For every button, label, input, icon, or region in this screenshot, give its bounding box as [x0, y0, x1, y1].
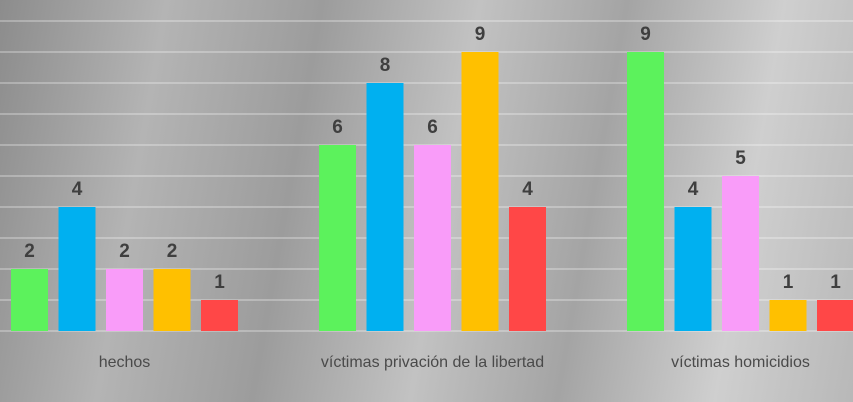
bar [11, 269, 48, 331]
data-label: 9 [475, 24, 486, 45]
data-label: 2 [119, 241, 130, 262]
data-label: 6 [427, 117, 438, 138]
data-label: 4 [522, 179, 533, 200]
bar [414, 145, 451, 331]
bar [58, 207, 96, 331]
x-tick-label: hechos [98, 354, 151, 371]
data-label: 5 [735, 148, 746, 169]
data-label: 2 [24, 241, 35, 262]
x-tick-label: víctimas homicidios [671, 354, 810, 371]
data-label: 6 [332, 117, 343, 138]
data-label: 8 [380, 55, 391, 76]
bar [201, 300, 238, 331]
bar [509, 207, 546, 331]
bar [461, 52, 499, 331]
bar [674, 207, 712, 331]
data-label: 1 [214, 272, 225, 293]
data-label: 2 [167, 241, 178, 262]
bar [627, 52, 664, 331]
data-label: 1 [830, 272, 841, 293]
bar [769, 300, 807, 331]
data-label: 4 [688, 179, 699, 200]
bar [817, 300, 853, 331]
bar [106, 269, 143, 331]
bar [722, 176, 759, 331]
bar [153, 269, 191, 331]
data-label: 1 [783, 272, 794, 293]
data-label: 4 [72, 179, 83, 200]
data-label: 9 [640, 24, 651, 45]
bar [366, 83, 404, 331]
x-tick-label: víctimas privación de la libertad [320, 354, 545, 371]
bar [319, 145, 356, 331]
